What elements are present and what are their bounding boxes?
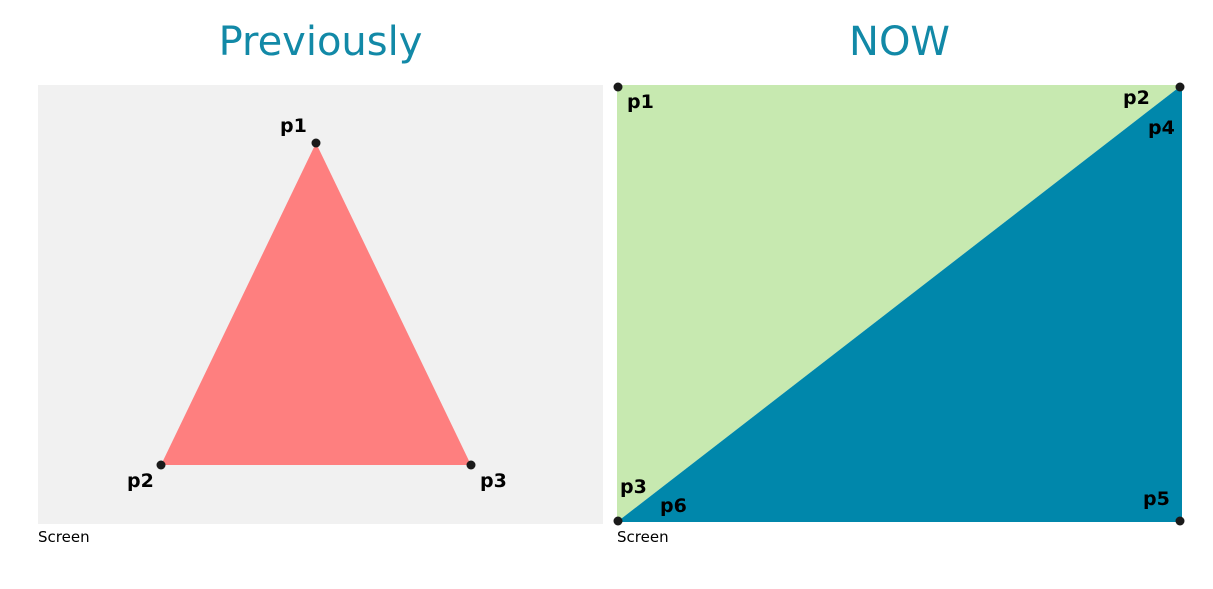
label-p4-now: p4 [1148,117,1175,139]
label-p1-previous: p1 [280,115,307,137]
previously-title: Previously [218,19,423,65]
now-screen-diagram: p1 p2 p4 p3 p6 p5 [613,82,1185,526]
label-p2-now: p2 [1123,87,1150,109]
lower-right-triangle [617,85,1182,522]
previous-screen-caption: Screen [38,528,90,546]
vertex-dot-p3-previous [466,460,476,470]
label-p1-now: p1 [627,91,654,113]
previous-triangle [161,143,471,465]
label-p6-now: p6 [660,495,687,517]
previous-screen-diagram: p1 p2 p3 [38,85,603,524]
label-p2-previous: p2 [127,470,154,492]
vertex-dot-bottom-right [1175,516,1185,526]
vertex-dot-top-left [613,82,623,92]
vertex-dot-p2-previous [156,460,166,470]
vertex-dot-top-right [1175,82,1185,92]
vertex-dot-p1-previous [311,138,321,148]
vertex-dot-bottom-left [613,516,623,526]
label-p3-previous: p3 [480,470,507,492]
label-p5-now: p5 [1143,488,1170,510]
label-p3-now: p3 [620,476,647,498]
now-screen-caption: Screen [617,528,669,546]
now-title: NOW [849,19,950,65]
